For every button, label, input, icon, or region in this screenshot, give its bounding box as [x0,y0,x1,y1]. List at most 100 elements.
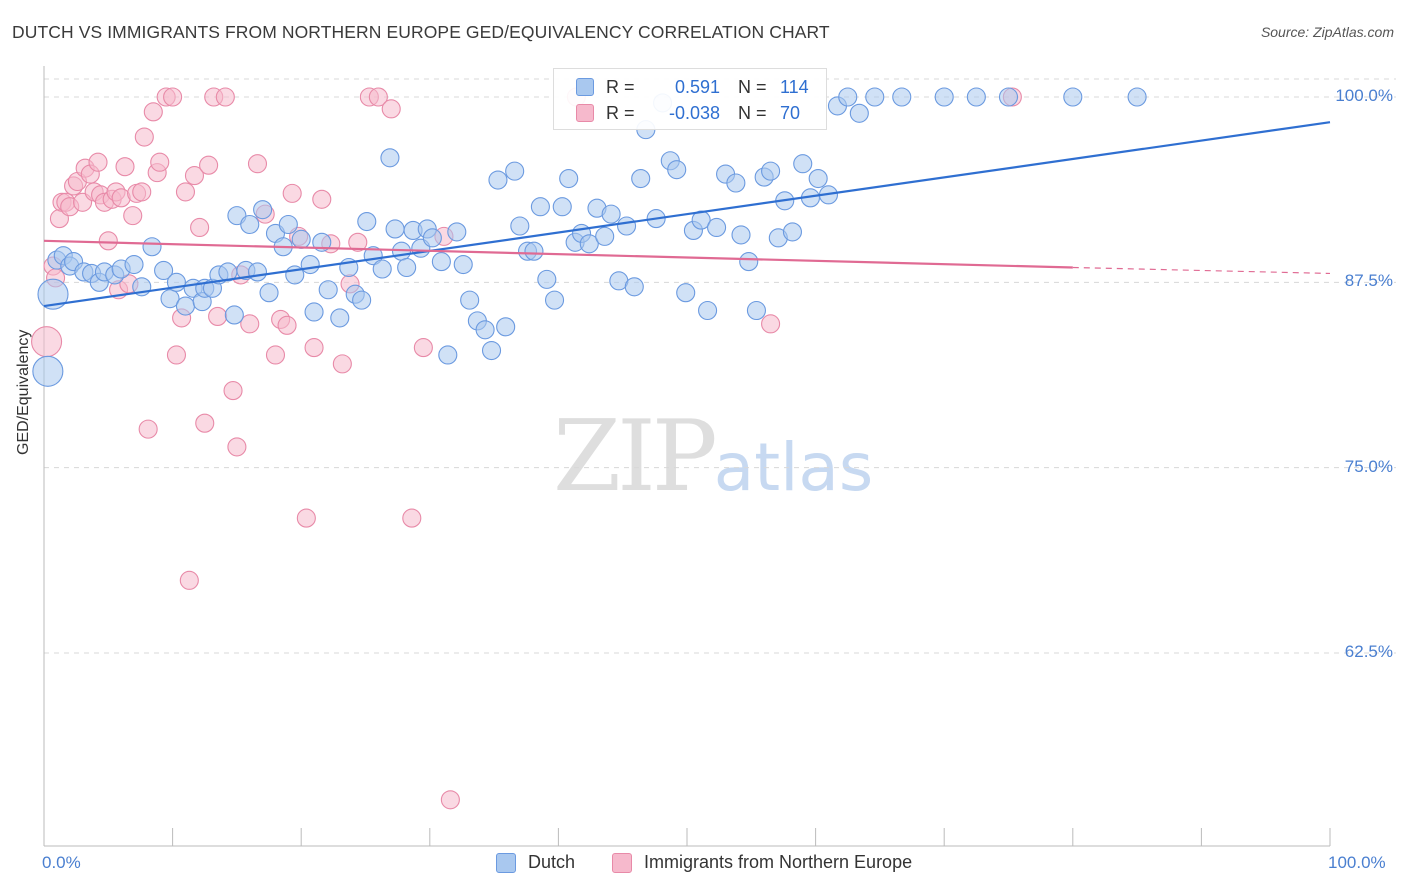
dutch-point [595,226,615,246]
immigrants-point [440,790,460,810]
dutch-point [300,254,320,275]
dutch-point [530,197,550,217]
immigrants-point [166,345,187,365]
dutch-point [438,345,458,365]
dutch-point [124,254,144,275]
immigrants-point [761,314,781,334]
immigrants-point [31,326,63,358]
immigrants-point [163,87,183,107]
chart-title: DUTCH VS IMMIGRANTS FROM NORTHERN EUROPE… [12,22,830,42]
dutch-point [154,260,174,281]
dutch-point [372,259,392,279]
dutch-point [385,219,405,239]
immigrants-swatch [576,104,594,122]
y-tick-label: 62.5% [1344,642,1393,661]
dutch-point [934,87,954,107]
r-label: R = [606,76,635,97]
dutch-point [579,234,599,254]
legend-item-immigrants: Immigrants from Northern Europe [612,852,912,873]
dutch-point [793,154,813,174]
dutch-point [37,278,69,310]
dutch-point [505,161,525,181]
immigrants-point [199,155,219,175]
dutch-point [175,296,196,316]
r-label: R = [606,102,635,123]
dutch-point [312,232,332,252]
immigrants-point [332,354,352,374]
legend-row-dutch: R = 0.591 N = 114 [576,75,809,99]
immigrants-point [223,381,243,401]
dutch-point [496,317,516,337]
dutch-point [510,216,530,236]
dutch-point [142,237,162,257]
dutch-point [746,300,766,321]
immigrants-point [143,102,163,122]
series-legend: Dutch Immigrants from Northern Europe [0,852,1406,878]
immigrants-point [247,154,268,174]
dutch-point [357,211,377,232]
immigrants-point [184,166,205,186]
immigrants-point [175,182,196,202]
y-tick-label: 100.0% [1335,86,1393,105]
immigrants-point [240,314,260,334]
n-value: 70 [780,102,801,123]
x-tick-label-left: 0.0% [42,853,81,872]
dutch-point [559,168,579,189]
dutch-point [278,214,298,235]
immigrants-point [179,570,199,590]
dutch-point [552,197,572,217]
immigrants-point [304,338,324,358]
immigrants-point [134,127,154,147]
y-axis-label: GED/Equivalency [15,329,32,455]
immigrants-point [150,152,170,172]
trend-lines [43,121,1331,308]
dutch-point [624,277,644,297]
dutch-point [291,229,311,249]
immigrants-point [265,345,286,365]
dutch-point [330,308,350,328]
immigrants-point [381,99,401,119]
n-label: N = [738,76,767,97]
dutch-point [524,241,544,261]
dutch-point [966,87,986,107]
dutch-point [698,300,718,321]
n-value: 114 [780,76,809,97]
y-tick-label: 75.0% [1344,456,1393,476]
legend-row-immigrants: R = -0.038 N = 70 [576,101,800,125]
immigrants-point [402,508,422,528]
immigrants-point [413,338,433,358]
dutch-point [422,228,442,248]
dutch-point [707,217,727,238]
dutch-point [318,280,338,300]
immigrants-points [31,87,1022,810]
dutch-point [460,290,480,310]
immigrants-point [115,157,135,177]
dutch-point [32,355,64,387]
dutch-point [488,170,508,190]
dutch-point [380,148,400,168]
dutch-point [998,87,1019,107]
gridlines [44,78,1396,654]
r-value: 0.591 [674,76,720,97]
dutch-point [544,290,565,310]
axes [43,66,1331,847]
watermark-zip: ZIP [553,400,718,514]
immigrants-legend-swatch [612,852,632,873]
dutch-point [1063,87,1083,107]
immigrants-point [296,508,316,528]
immigrants-point [195,413,215,433]
legend-label-dutch: Dutch [528,852,576,872]
dutch-point [617,216,637,236]
dutch-point [304,302,324,322]
immigrants-point [368,87,388,107]
dutch-point [849,103,869,123]
immigrants-point [227,437,247,457]
dutch-point [676,283,696,303]
dutch-point [247,262,268,282]
dutch-point [481,340,502,361]
dutch-point [808,168,828,189]
immigrants-point [190,217,210,238]
stats-legend: R = 0.591 N = 114 R = -0.038 N = 70 [553,68,827,130]
immigrants-point [208,306,228,326]
